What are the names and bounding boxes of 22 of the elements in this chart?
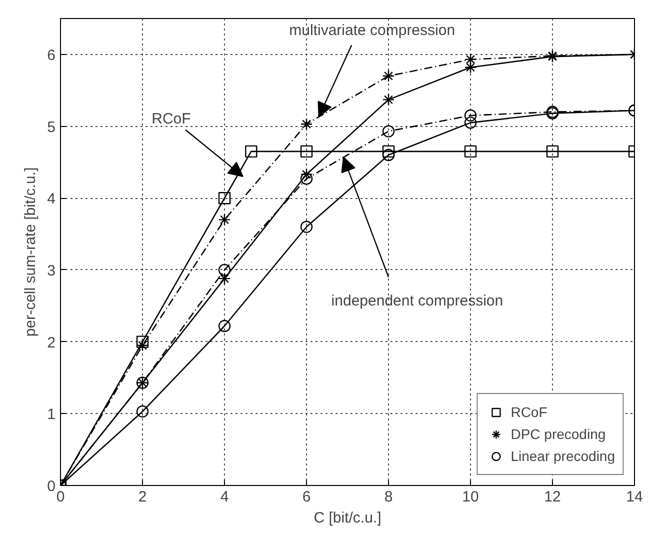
legend-label: RCoF: [510, 404, 548, 420]
y-tick-label: 3: [47, 262, 56, 280]
y-axis-title: per-cell sum-rate [bit/c.u.]: [22, 167, 40, 337]
annotation: independent compression: [331, 292, 504, 310]
y-tick-label: 5: [47, 118, 56, 136]
x-tick-label: 10: [462, 488, 479, 506]
x-tick-label: 12: [544, 488, 561, 506]
x-tick-label: 6: [302, 488, 311, 506]
x-tick-label: 2: [138, 488, 147, 506]
annotation: multivariate compression: [289, 22, 456, 40]
legend-label: DPC precoding: [510, 426, 606, 442]
y-tick-label: 2: [47, 334, 56, 352]
y-tick-label: 1: [47, 406, 56, 424]
annotation: RCoF: [152, 110, 191, 128]
y-tick-label: 0: [47, 478, 56, 495]
legend-label: Linear precoding: [510, 448, 615, 464]
y-tick-label: 4: [47, 190, 56, 208]
x-tick-label: 14: [626, 488, 643, 506]
x-tick-label: 4: [220, 488, 229, 506]
x-axis-title: C [bit/c.u.]: [314, 510, 382, 526]
x-tick-label: 8: [384, 488, 393, 506]
y-tick-label: 6: [47, 46, 56, 64]
